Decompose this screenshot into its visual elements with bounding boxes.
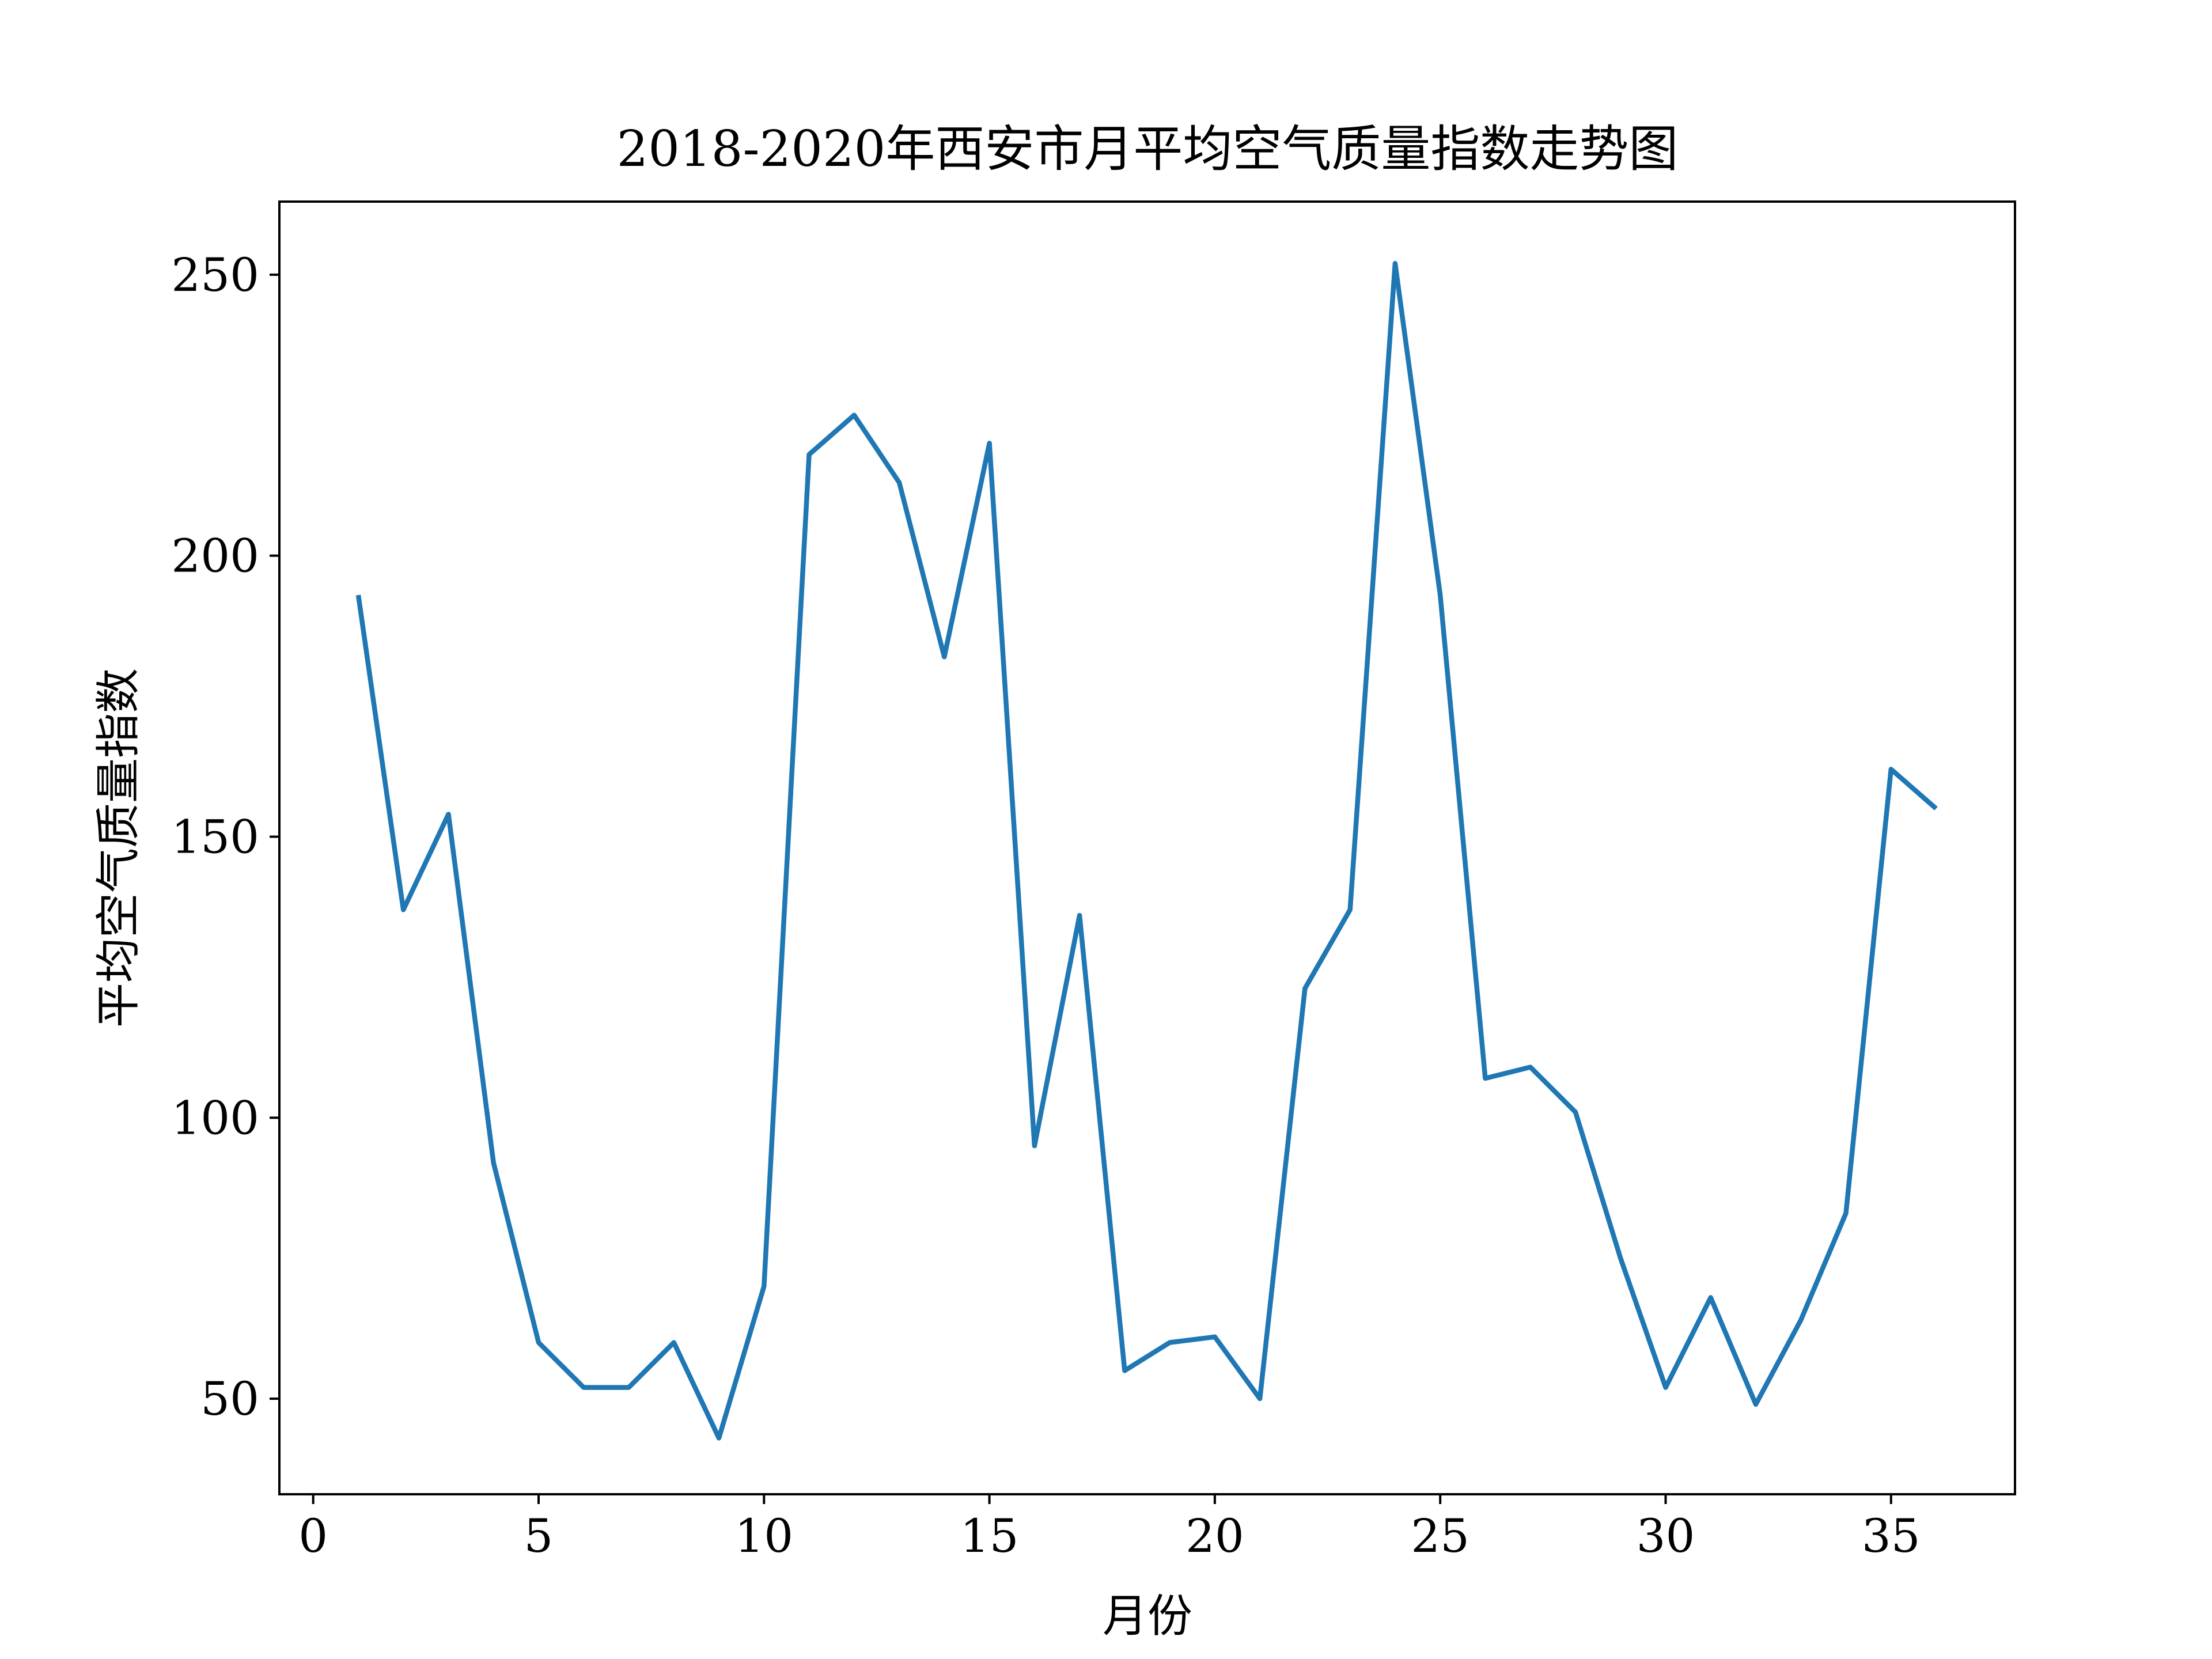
x-axis-ticks: 0 5 10 15 20 25 30 35 xyxy=(298,1494,1921,1563)
y-tick-label: 150 xyxy=(171,810,259,863)
chart-title: 2018-2020年西安市月平均空气质量指数走势图 xyxy=(617,120,1679,178)
plot-frame xyxy=(278,200,2016,1495)
x-tick-label: 20 xyxy=(1185,1509,1244,1563)
x-tick-label: 30 xyxy=(1637,1509,1695,1563)
y-axis-ticks: 50 100 150 200 250 xyxy=(171,248,279,1426)
y-tick-label: 50 xyxy=(200,1372,259,1426)
x-axis-label: 月份 xyxy=(1103,1590,1192,1642)
y-tick-label: 250 xyxy=(171,248,259,302)
series-line xyxy=(355,261,1938,1441)
x-tick-label: 25 xyxy=(1411,1509,1469,1563)
y-axis-label: 平均空气质量指数 xyxy=(93,668,145,1028)
x-tick-label: 15 xyxy=(960,1509,1019,1563)
x-tick-label: 0 xyxy=(298,1509,328,1563)
x-tick-label: 5 xyxy=(524,1509,554,1563)
x-tick-label: 10 xyxy=(734,1509,793,1563)
y-tick-label: 200 xyxy=(171,529,259,583)
y-tick-label: 100 xyxy=(171,1091,259,1145)
x-tick-label: 35 xyxy=(1862,1509,1921,1563)
